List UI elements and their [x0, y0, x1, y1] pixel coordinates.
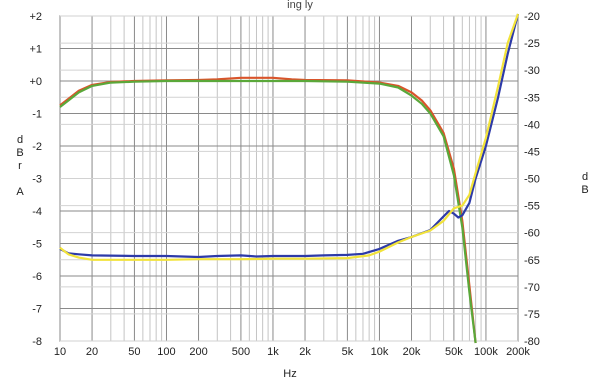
left-axis-title-char: d: [17, 134, 23, 146]
y-left-tick-label: -2: [32, 141, 42, 153]
x-tick-label: 10k: [371, 346, 389, 358]
chart-header-text: ing ly: [287, 0, 313, 11]
y-right-tick-label: -75: [524, 309, 540, 321]
x-tick-label: 20: [86, 346, 98, 358]
grid: [59, 15, 519, 342]
y-left-tick-label: -5: [32, 239, 42, 251]
series-lines: [59, 13, 520, 344]
y-right-tick-label: -30: [524, 65, 540, 77]
right-axis-title-char: B: [581, 184, 588, 196]
x-tick-label: 20k: [403, 346, 421, 358]
y-left-tick-label: +1: [29, 44, 42, 56]
y-left-tick-label: -1: [32, 109, 42, 121]
y-right-tick-label: -35: [524, 92, 540, 104]
x-tick-label: 200: [189, 346, 207, 358]
series-line-2: [59, 79, 477, 344]
y-right-tick-label: -45: [524, 146, 540, 158]
x-tick-label: 100k: [474, 346, 498, 358]
y-right-tick-label: -80: [524, 336, 540, 348]
x-tick-label: 50: [128, 346, 140, 358]
right-axis-title-char: d: [582, 171, 588, 183]
y-right-tick-label: -50: [524, 174, 540, 186]
x-tick-label: 1k: [267, 346, 279, 358]
left-axis-title: dBr A: [16, 134, 24, 198]
y-left-tick-label: -7: [32, 304, 42, 316]
y-right-tick-label: -25: [524, 38, 540, 50]
series-line-4: [59, 13, 520, 261]
y-right-tick-label: -20: [524, 11, 540, 23]
tick-labels: 10 20 50 100 200 500 1k 2k 5k 10k 20k 50k 100k 200k +2…: [29, 11, 539, 358]
series-line-3: [59, 13, 520, 259]
y-left-tick-label: -6: [32, 271, 42, 283]
y-left-tick-label: +0: [29, 76, 42, 88]
x-tick-label: 100: [157, 346, 175, 358]
x-tick-label: 200k: [506, 346, 530, 358]
y-left-tick-label: -8: [32, 336, 42, 348]
y-right-tick-label: -60: [524, 228, 540, 240]
left-axis-title-char: B: [16, 147, 23, 159]
y-right-tick-label: -70: [524, 282, 540, 294]
y-left-tick-label: +2: [29, 11, 42, 23]
left-axis-title-char: A: [16, 186, 24, 198]
x-tick-label: 2k: [299, 346, 311, 358]
x-tick-label: 10: [54, 346, 66, 358]
y-right-tick-label: -55: [524, 201, 540, 213]
x-tick-label: 50k: [445, 346, 463, 358]
x-tick-label: 500: [232, 346, 250, 358]
left-axis-title-char: r: [18, 160, 22, 172]
y-left-tick-label: -4: [32, 206, 42, 218]
y-right-tick-label: -40: [524, 119, 540, 131]
y-right-tick-label: -65: [524, 255, 540, 267]
x-axis-title: Hz: [283, 368, 296, 380]
right-axis-title: dB: [581, 171, 588, 196]
x-tick-label: 5k: [342, 346, 354, 358]
y-left-tick-label: -3: [32, 174, 42, 186]
